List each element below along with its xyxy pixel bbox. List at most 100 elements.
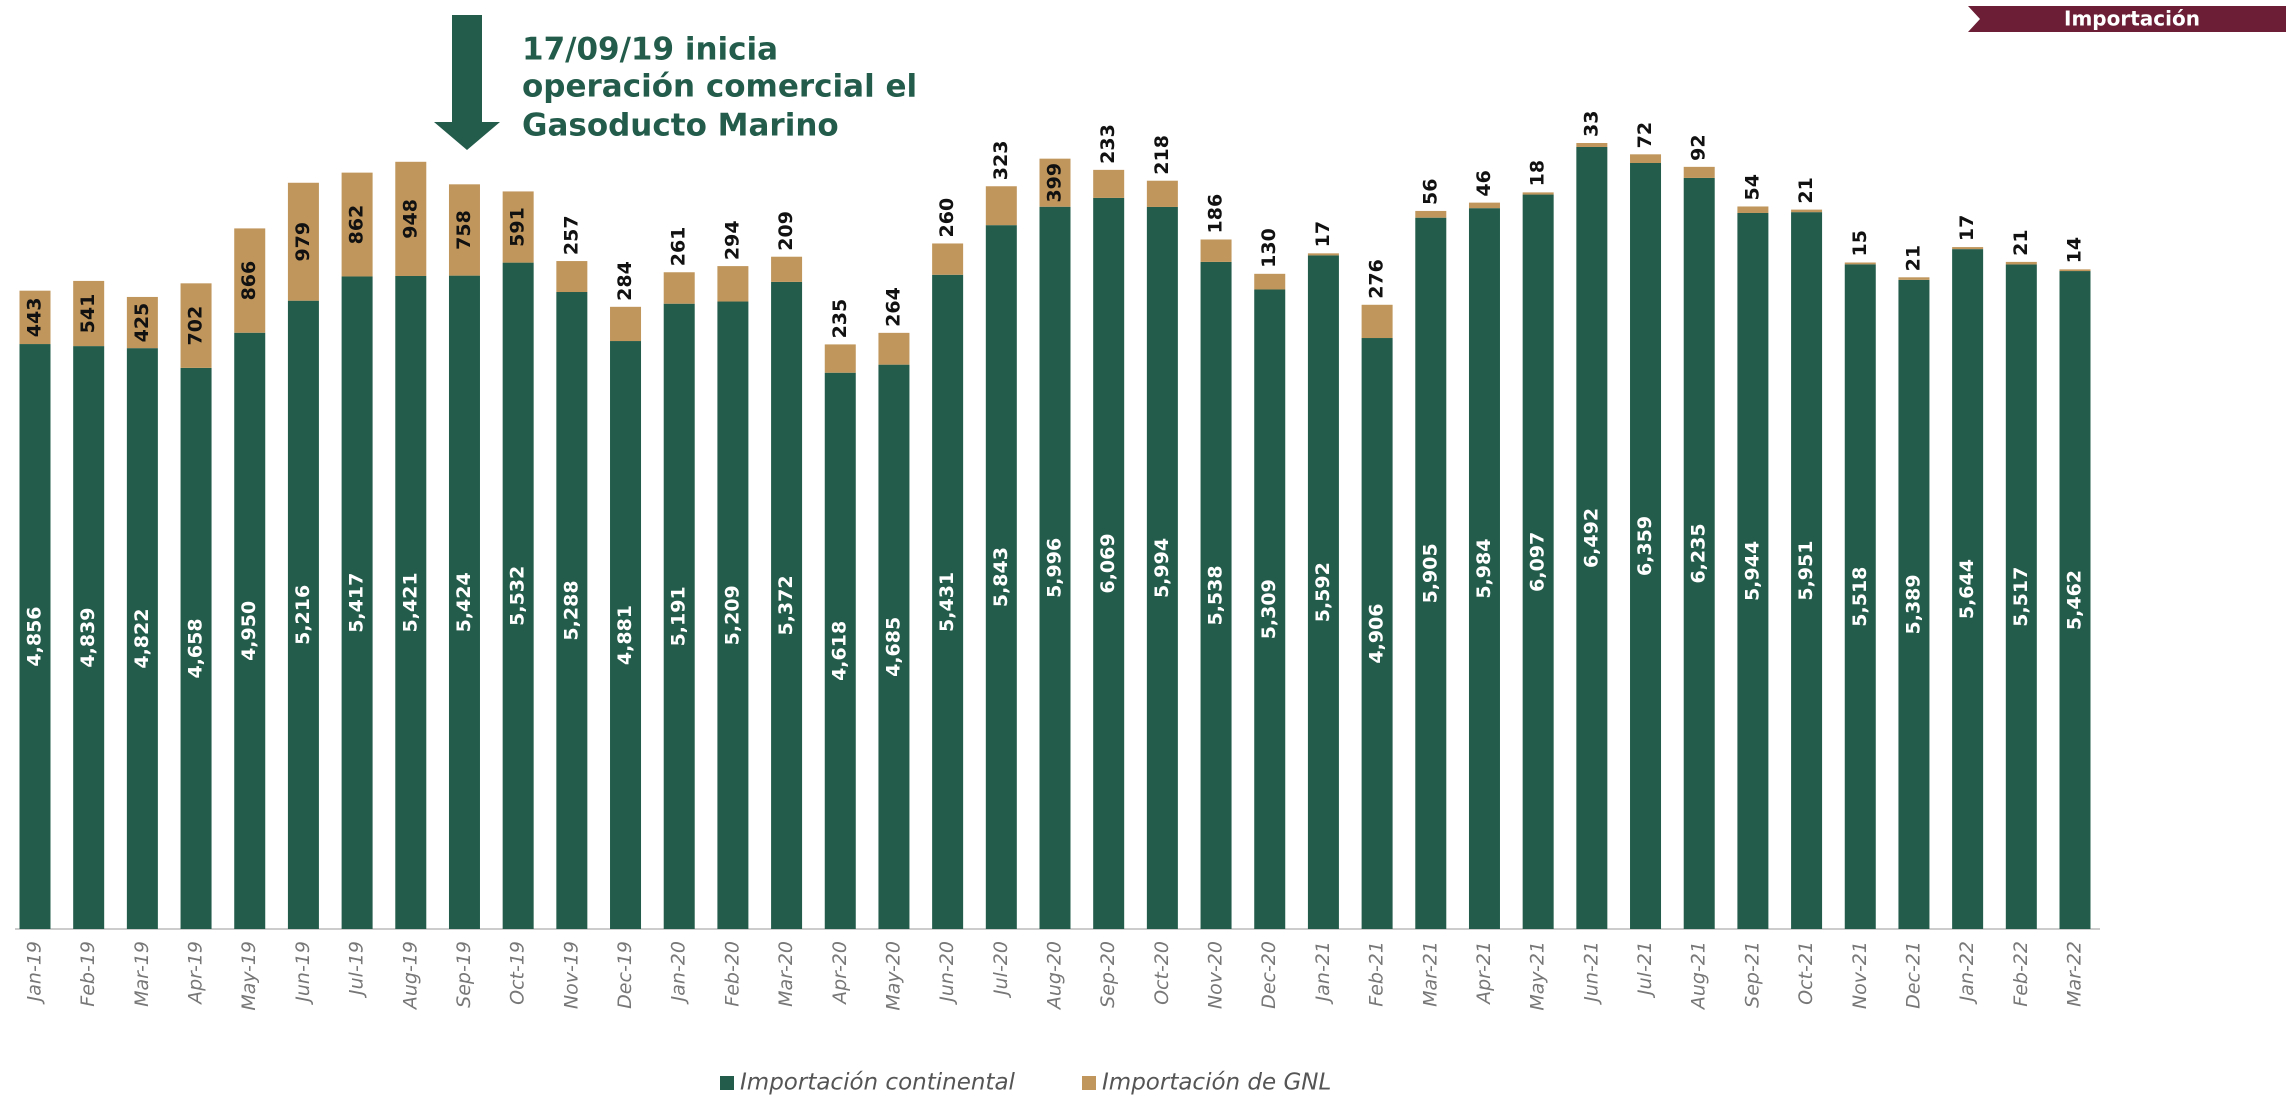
data-label: 72	[1634, 122, 1656, 148]
bar-segment	[1791, 210, 1822, 213]
data-label: 233	[1097, 124, 1119, 164]
x-tick-label: May-19	[238, 941, 260, 1011]
bar-segment	[610, 307, 641, 341]
data-label: 257	[560, 215, 582, 255]
x-tick-label: Jul-21	[1634, 941, 1656, 999]
data-label: 6,097	[1527, 532, 1549, 592]
bar-segment	[1952, 247, 1983, 249]
bar-segment	[1845, 262, 1876, 264]
data-label: 5,216	[292, 585, 314, 645]
data-label: 284	[614, 261, 636, 301]
data-label: 54	[1741, 174, 1763, 200]
x-tick-label: Jan-20	[668, 941, 690, 1005]
x-tick-label: Sep-19	[453, 941, 475, 1008]
x-tick-label: Jan-19	[24, 941, 46, 1005]
data-label: 17	[1956, 215, 1978, 241]
annotation-line: 17/09/19 inicia	[522, 32, 778, 68]
bar-segment	[2006, 262, 2037, 265]
x-tick-label: Dec-21	[1902, 941, 1924, 1009]
data-label: 5,951	[1795, 541, 1817, 601]
data-label: 4,856	[24, 606, 46, 666]
data-label: 276	[1366, 259, 1388, 299]
bar-segment	[1630, 154, 1661, 163]
bar-segment	[1308, 253, 1339, 255]
data-label: 56	[1419, 178, 1441, 204]
data-label: 5,984	[1473, 539, 1495, 599]
data-label: 541	[77, 294, 99, 334]
data-label: 4,881	[614, 605, 636, 665]
data-label: 6,492	[1580, 508, 1602, 568]
data-label: 33	[1580, 111, 1602, 137]
data-label: 130	[1258, 228, 1280, 268]
bar-segment	[771, 257, 802, 282]
data-label: 15	[1849, 230, 1871, 256]
bar-segment	[1576, 143, 1607, 147]
bar-segment	[1147, 181, 1178, 207]
x-tick-label: Sep-20	[1097, 941, 1119, 1008]
data-label: 5,994	[1151, 538, 1173, 598]
data-label: 5,517	[2010, 567, 2032, 627]
data-label: 294	[721, 220, 743, 260]
bar-segment	[717, 266, 748, 301]
annotation-line: Gasoducto Marino	[522, 108, 839, 144]
data-label: 5,431	[936, 572, 958, 632]
x-tick-label: Jun-21	[1580, 941, 1602, 1006]
x-tick-label: Jan-21	[1312, 941, 1334, 1005]
chart: Importación 17/09/19 inicia operación co…	[0, 0, 2286, 1096]
x-tick-label: Jul-19	[346, 941, 368, 999]
x-tick-label: Oct-20	[1151, 941, 1173, 1005]
data-label: 4,906	[1366, 603, 1388, 663]
data-label: 5,518	[1849, 567, 1871, 627]
bar-segment	[932, 243, 963, 274]
x-tick-label: May-20	[882, 941, 904, 1011]
data-label: 5,644	[1956, 559, 1978, 619]
data-label: 21	[1795, 177, 1817, 203]
x-tick-label: Aug-19	[399, 941, 421, 1011]
x-tick-label: May-21	[1527, 941, 1549, 1011]
data-label: 5,288	[560, 580, 582, 640]
legend-label: Importación de GNL	[1102, 1070, 1331, 1096]
x-tick-label: Jul-20	[990, 941, 1012, 999]
data-label: 5,462	[2064, 570, 2086, 630]
data-label: 92	[1688, 134, 1710, 160]
x-tick-label: Dec-19	[614, 941, 636, 1009]
data-label: 4,822	[131, 609, 153, 669]
x-tick-label: Mar-22	[2064, 941, 2086, 1007]
legend-swatch	[720, 1076, 734, 1090]
data-label: 17	[1312, 221, 1334, 247]
data-label: 5,421	[399, 572, 421, 632]
bar-segment	[825, 344, 856, 372]
data-label: 758	[453, 210, 475, 250]
data-label: 866	[238, 261, 260, 301]
arrow	[434, 15, 500, 150]
bar-segment	[1362, 305, 1393, 338]
data-label: 5,538	[1205, 565, 1227, 625]
bar-segment	[1093, 170, 1124, 198]
data-label: 186	[1205, 194, 1227, 234]
data-label: 948	[399, 199, 421, 239]
data-label: 5,532	[507, 566, 529, 626]
data-label: 21	[1902, 245, 1924, 271]
data-label: 4,685	[882, 617, 904, 677]
bar-segment	[556, 261, 587, 292]
data-label: 260	[936, 198, 958, 238]
data-label: 5,309	[1258, 579, 1280, 639]
x-tick-label: Apr-19	[185, 941, 207, 1006]
data-label: 5,191	[668, 586, 690, 646]
data-label: 5,417	[346, 573, 368, 633]
data-label: 6,359	[1634, 516, 1656, 576]
data-label: 979	[292, 222, 314, 262]
data-label: 443	[24, 298, 46, 338]
data-label: 4,950	[238, 601, 260, 661]
bar-segment	[1469, 203, 1500, 209]
x-tick-label: Sep-21	[1741, 941, 1763, 1008]
bar-segment	[1898, 277, 1929, 280]
data-label: 862	[346, 205, 368, 245]
data-label: 5,389	[1902, 574, 1924, 634]
data-label: 5,592	[1312, 562, 1334, 622]
x-tick-label: Oct-19	[507, 941, 529, 1005]
data-label: 218	[1151, 135, 1173, 175]
data-label: 4,839	[77, 607, 99, 667]
data-label: 702	[185, 306, 207, 346]
x-tick-label: Mar-21	[1419, 941, 1441, 1007]
